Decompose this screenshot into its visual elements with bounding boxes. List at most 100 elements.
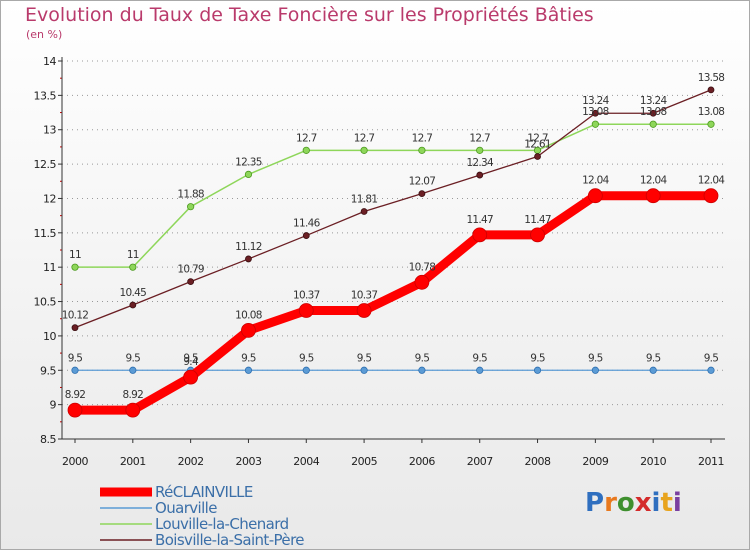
data-point (476, 146, 484, 154)
logo-letter: o (616, 488, 635, 518)
data-point (530, 227, 545, 243)
x-tick-label: 2009 (582, 455, 608, 468)
data-label: 12.7 (412, 132, 433, 144)
data-point (129, 366, 137, 374)
x-tick-label: 2010 (640, 455, 666, 468)
data-point (591, 366, 599, 374)
y-tick-label: 8.5 (40, 433, 56, 446)
logo-letter: i (651, 488, 661, 518)
data-label: 10.79 (177, 264, 204, 276)
y-tick-label: 14 (43, 55, 56, 68)
data-label: 9.5 (183, 352, 198, 364)
data-point (418, 146, 426, 154)
x-tick-label: 2011 (698, 455, 724, 468)
data-point (67, 402, 83, 418)
grid-layer (62, 60, 725, 406)
x-tick-label: 2003 (235, 455, 261, 468)
y-tick-label: 13 (43, 124, 56, 137)
data-point (244, 170, 253, 178)
data-point (302, 146, 310, 154)
data-point (649, 366, 657, 374)
data-label: 10.37 (351, 289, 378, 301)
data-label-layer: 8.92 8.92 9.4 10.08 10.37 10.37 10.78 11.47 11.4… (62, 72, 726, 401)
data-point (129, 263, 137, 271)
data-point (645, 188, 661, 204)
y-tick-label: 12.5 (34, 158, 57, 171)
data-label: 11.12 (235, 241, 262, 253)
data-point (187, 278, 195, 286)
data-label: 12.7 (354, 132, 375, 144)
data-point (129, 301, 137, 309)
data-label: 13.08 (640, 106, 667, 118)
data-label: 10.45 (120, 287, 147, 299)
data-point (591, 120, 599, 128)
data-label: 12.35 (235, 156, 262, 168)
proxiti-logo: Proxiti (585, 488, 682, 518)
logo-letter: r (604, 488, 617, 518)
x-tick-label: 2006 (409, 455, 435, 468)
data-point (245, 255, 252, 263)
data-point (360, 208, 368, 215)
data-label: 13.08 (698, 106, 725, 118)
legend-label: Ouarville (155, 499, 217, 517)
data-label: 10.78 (409, 261, 436, 273)
x-tick-label: 2002 (178, 455, 204, 468)
y-tick-label: 12 (43, 192, 56, 205)
series-layer (67, 86, 719, 418)
data-point (302, 232, 310, 239)
data-point (703, 188, 719, 204)
axis-layer: 8.5 9 9.5 10 10.5 11 11.5 12 12.5 13 13.5 14 2000 200… (34, 55, 725, 468)
data-point (476, 366, 484, 374)
logo-letter: t (660, 488, 673, 518)
data-point (125, 402, 141, 418)
y-tick-label: 13.5 (34, 89, 57, 102)
data-label: 9.5 (126, 352, 141, 364)
data-point (71, 324, 79, 332)
data-label: 9.5 (646, 352, 661, 364)
data-point (302, 366, 310, 374)
data-point (187, 203, 195, 211)
data-point (591, 109, 599, 117)
data-label: 9.5 (588, 352, 603, 364)
data-label: 12.04 (640, 175, 668, 187)
data-label: 10.08 (235, 309, 262, 321)
data-point (356, 303, 372, 318)
x-tick-label: 2005 (351, 455, 377, 468)
data-point (533, 366, 542, 374)
data-point (707, 86, 715, 94)
data-point (707, 120, 715, 128)
data-label: 12.7 (296, 132, 317, 144)
logo-letter: P (585, 488, 605, 518)
data-point (71, 366, 79, 374)
data-point (418, 366, 426, 374)
legend: RéCLAINVILLEOuarvilleLouville-la-Chenard… (100, 483, 305, 549)
series-line-2 (75, 123, 711, 268)
data-label: 11.81 (351, 194, 378, 206)
data-label: 8.92 (123, 389, 144, 401)
data-point (534, 153, 541, 160)
data-point (418, 190, 426, 198)
x-tick-label: 2004 (293, 455, 319, 468)
data-label: 9.5 (415, 352, 430, 364)
data-label: 13.24 (640, 95, 668, 107)
data-label: 12.7 (469, 132, 490, 144)
data-label: 13.24 (582, 95, 610, 107)
logo-letter: i (672, 488, 682, 518)
data-label: 11 (127, 249, 139, 261)
data-point (649, 109, 657, 117)
data-label: 11.46 (293, 218, 321, 230)
y-tick-label: 10.5 (34, 296, 57, 309)
legend-label: Louville-la-Chenard (155, 515, 289, 533)
data-label: 10.12 (62, 310, 89, 322)
y-tick-label: 10 (43, 330, 56, 343)
data-label: 12.04 (582, 175, 610, 187)
logo-letter: x (634, 488, 652, 518)
legend-label: RéCLAINVILLE (155, 483, 253, 501)
data-label: 9.5 (68, 352, 83, 364)
y-tick-label: 9 (50, 399, 57, 412)
y-axis-unit: (en %) (26, 28, 63, 41)
data-point (241, 323, 256, 338)
data-point (587, 188, 603, 204)
